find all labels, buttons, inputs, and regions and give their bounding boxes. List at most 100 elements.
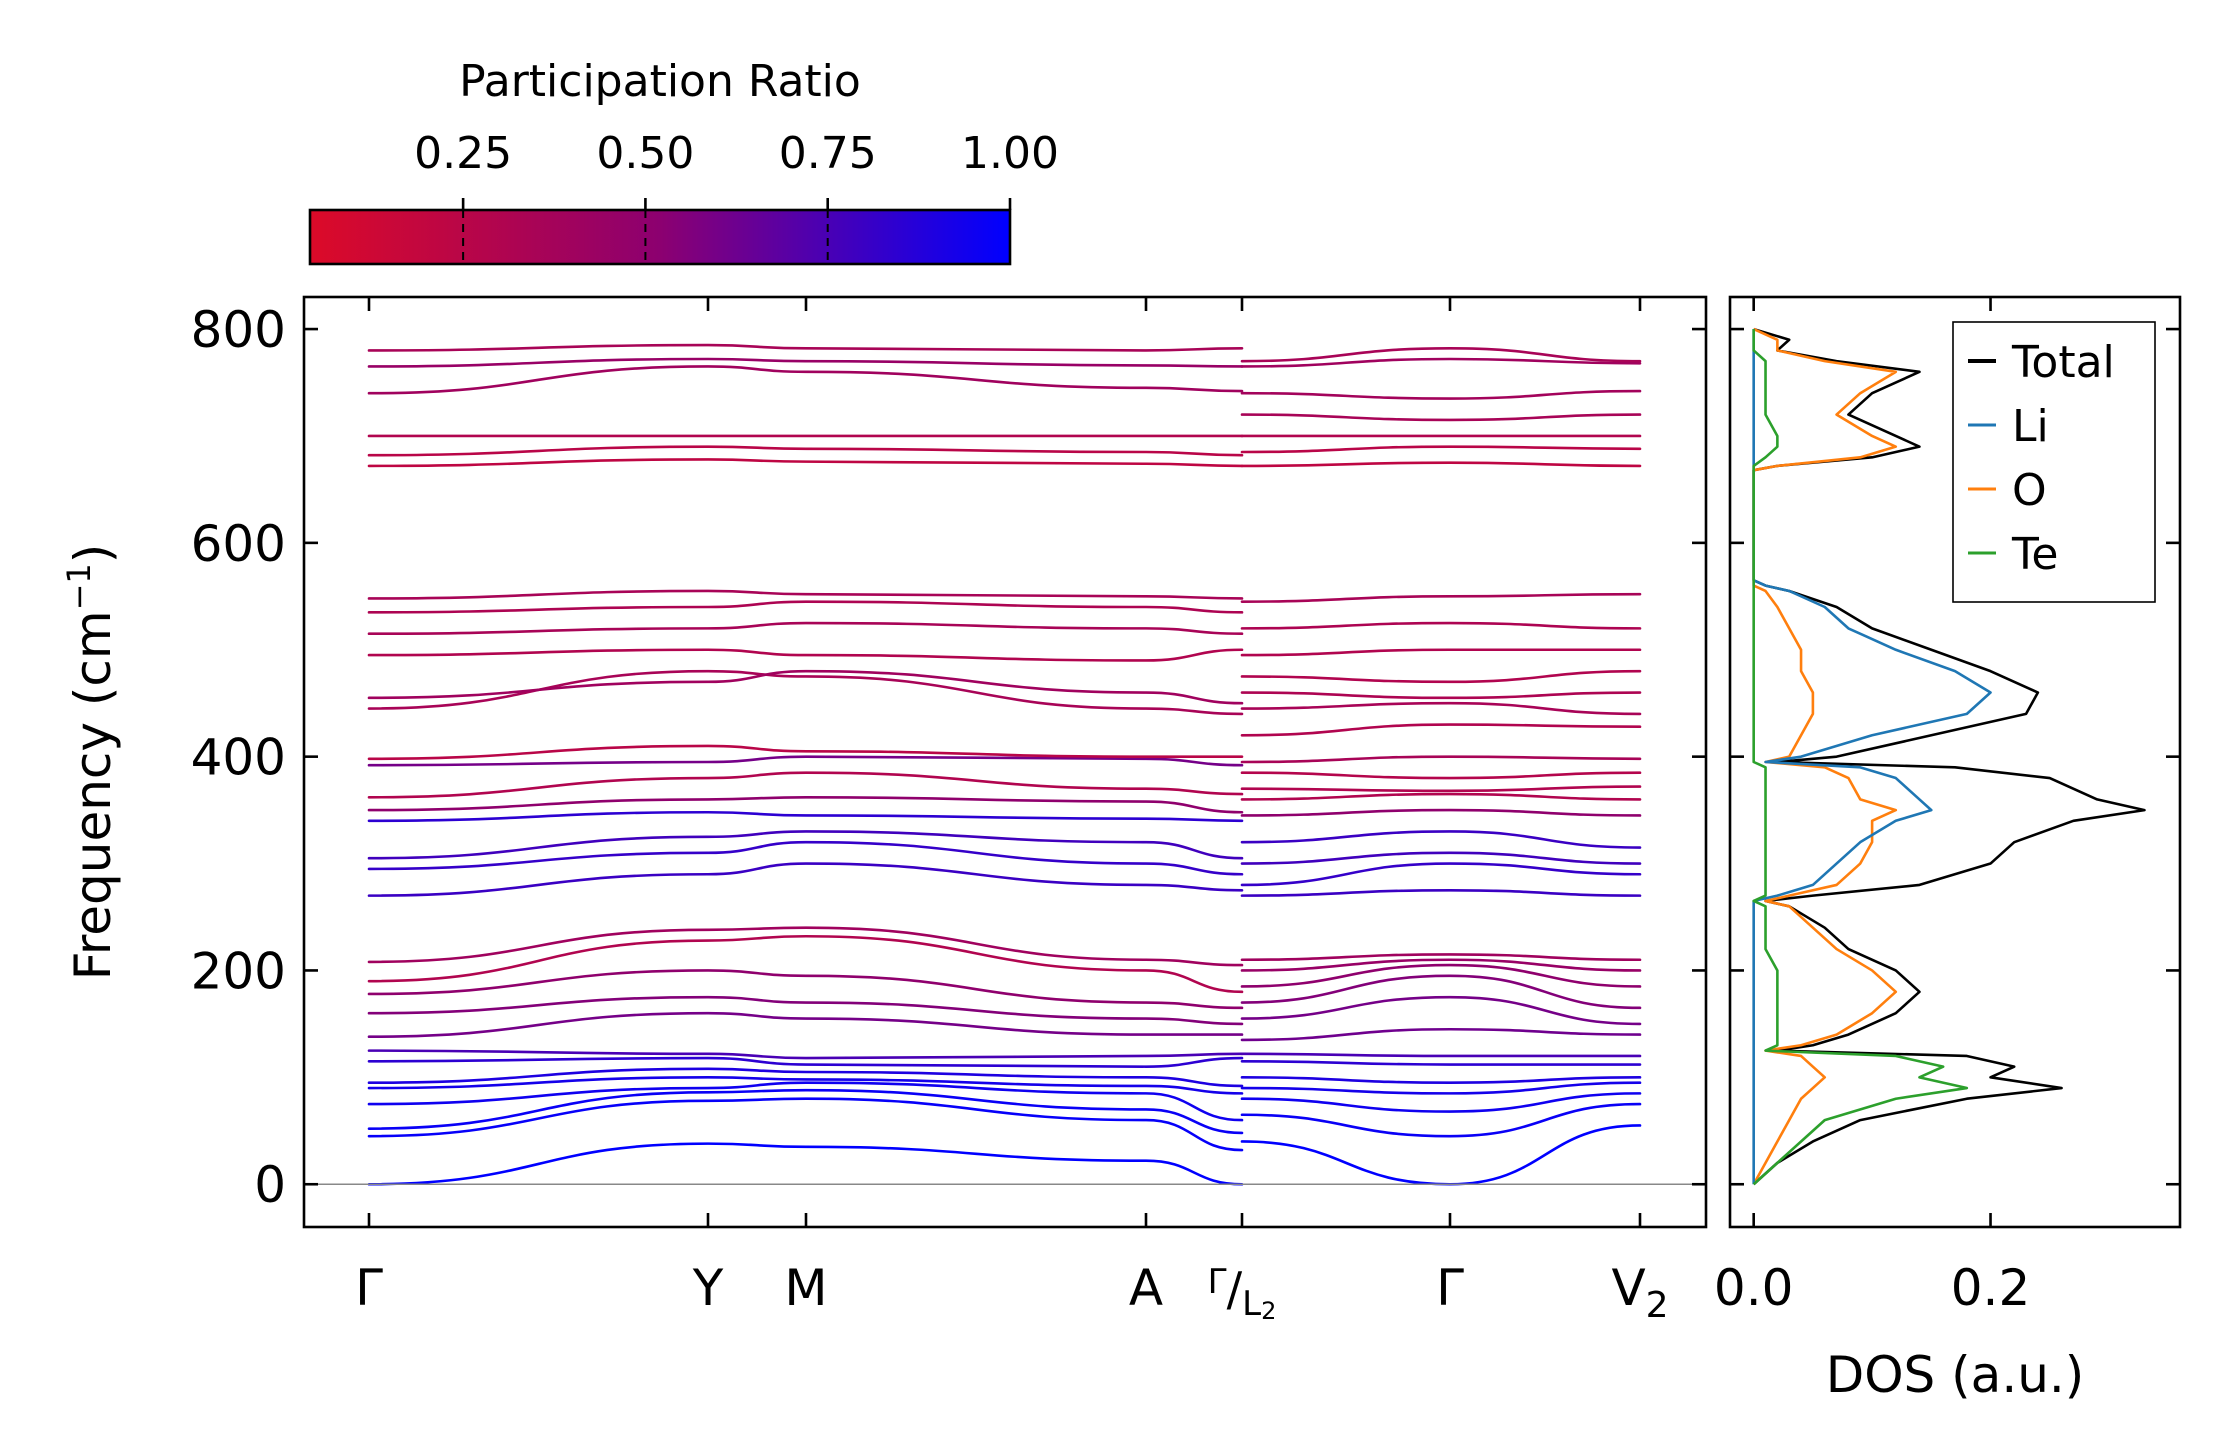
dos-x-axis-label: DOS (a.u.) (1826, 1346, 2085, 1404)
dos-axes-frame (1728, 295, 2182, 1229)
phonon-band (1240, 1092, 1642, 1113)
phonon-band (367, 810, 1244, 823)
phonon-band (1240, 723, 1642, 737)
phonon-band (367, 1142, 1244, 1186)
phonon-band (367, 1081, 1244, 1122)
y-axis-label: Frequency (cm−1) (60, 544, 122, 981)
colorbar-tick-label: 0.75 (779, 128, 877, 179)
phonon-band (367, 621, 1244, 636)
phonon-band (1240, 1052, 1642, 1058)
k-point-label: V2 (1611, 1259, 1668, 1326)
phonon-band (367, 840, 1244, 876)
phonon-band (367, 969, 1244, 1010)
phonon-band (367, 926, 1244, 967)
k-point-label: Γ/L2 (1208, 1262, 1277, 1325)
dos-legend: Total Li O Te (1952, 321, 2156, 603)
phonon-band (367, 445, 1244, 457)
phonon-band (1240, 691, 1642, 700)
phonon-band (1240, 808, 1642, 817)
phonon-band (1240, 785, 1642, 793)
phonon-band (1240, 1102, 1642, 1138)
phonon-band (367, 669, 1244, 705)
k-point-label: M (784, 1259, 827, 1317)
phonon-band (367, 648, 1244, 662)
dos-x-tick-label: 0.0 (1714, 1259, 1794, 1317)
phonon-band (1240, 1060, 1642, 1066)
phonon-band (367, 1056, 1244, 1068)
phonon-band (1240, 357, 1642, 368)
dos-axes: 0.0 0.2 DOS (a.u.) Total Li O Te (1714, 295, 2182, 1404)
phonon-band (367, 458, 1244, 468)
phonon-band (367, 1088, 1244, 1135)
phonon-band (1240, 413, 1642, 422)
phonon-band (1240, 958, 1642, 972)
phonon-band (367, 1097, 1244, 1152)
y-tick-label: 0 (254, 1156, 286, 1214)
colorbar-tick-label: 0.25 (414, 128, 512, 179)
colorbar-tick-label: 1.00 (961, 128, 1059, 179)
phonon-band (1240, 851, 1642, 865)
legend-label: Te (2011, 529, 2058, 580)
y-tick-label: 400 (191, 729, 286, 787)
phonon-band (367, 795, 1244, 814)
phonon-band (1240, 974, 1642, 1010)
band-structure-axes: 0 200 400 600 800 Γ Y M A Γ/L2 Γ V2 Frequency (cm−… (60, 295, 1708, 1326)
phonon-band (1240, 963, 1642, 988)
legend-label: Li (2012, 401, 2049, 452)
phonon-band (1240, 1081, 1642, 1095)
phonon-band (1240, 995, 1642, 1026)
phonon-band (1240, 592, 1642, 603)
y-tick-label: 800 (191, 301, 286, 359)
colorbar-tick-label: 0.50 (596, 128, 694, 179)
y-tick-label: 600 (191, 515, 286, 573)
phonon-band (1240, 792, 1642, 801)
phonon-band (1240, 953, 1642, 962)
legend-box (1952, 321, 2156, 603)
phonon-band (1240, 347, 1642, 363)
k-point-label: A (1129, 1259, 1163, 1317)
phonon-band (367, 934, 1244, 994)
k-point-label: Γ (1436, 1259, 1464, 1317)
phonon-band (367, 343, 1244, 352)
phonon-band (1240, 1027, 1642, 1042)
phonon-band (1240, 669, 1642, 684)
phonon-band (367, 744, 1244, 761)
phonon-band (1240, 445, 1642, 454)
band-axes-frame (302, 295, 1708, 1229)
phonon-band (367, 862, 1244, 897)
phonon-band (1240, 389, 1642, 400)
phonon-band (367, 771, 1244, 799)
legend-label: O (2012, 465, 2047, 516)
colorbar: Participation Ratio 0.25 0.50 0.75 1.00 (308, 56, 1059, 266)
k-point-label: Γ (355, 1259, 383, 1317)
phonon-band (1240, 755, 1642, 764)
phonon-band (367, 755, 1244, 767)
legend-label: Total (2011, 337, 2115, 388)
dos-x-tick-label: 0.2 (1951, 1259, 2031, 1317)
phonon-band (367, 1049, 1244, 1060)
y-tick-label: 200 (191, 942, 286, 1000)
phonon-band (1240, 1076, 1642, 1084)
phonon-band (367, 357, 1244, 368)
phonon-band (1240, 888, 1642, 897)
y-axis-label-sup: −1 (60, 563, 98, 610)
phonon-band (1240, 621, 1642, 630)
phonon-band (1240, 862, 1642, 887)
phonon-band (367, 1011, 1244, 1039)
dos-line-li (1752, 329, 1992, 1185)
phonon-band (367, 600, 1244, 614)
phonon-band (367, 589, 1244, 600)
phonon-band (1240, 648, 1642, 657)
phonon-band (1240, 701, 1642, 716)
phonon-band (367, 1067, 1244, 1088)
phonon-band (1240, 830, 1642, 849)
phonon-band (1240, 461, 1642, 468)
phonon-band (367, 1076, 1244, 1095)
k-point-label: Y (692, 1259, 724, 1317)
phonon-band (1240, 1124, 1642, 1186)
phonon-band (1240, 771, 1642, 780)
colorbar-title: Participation Ratio (459, 56, 861, 107)
dos-line-te (1752, 329, 1969, 1186)
phonon-band (367, 995, 1244, 1026)
